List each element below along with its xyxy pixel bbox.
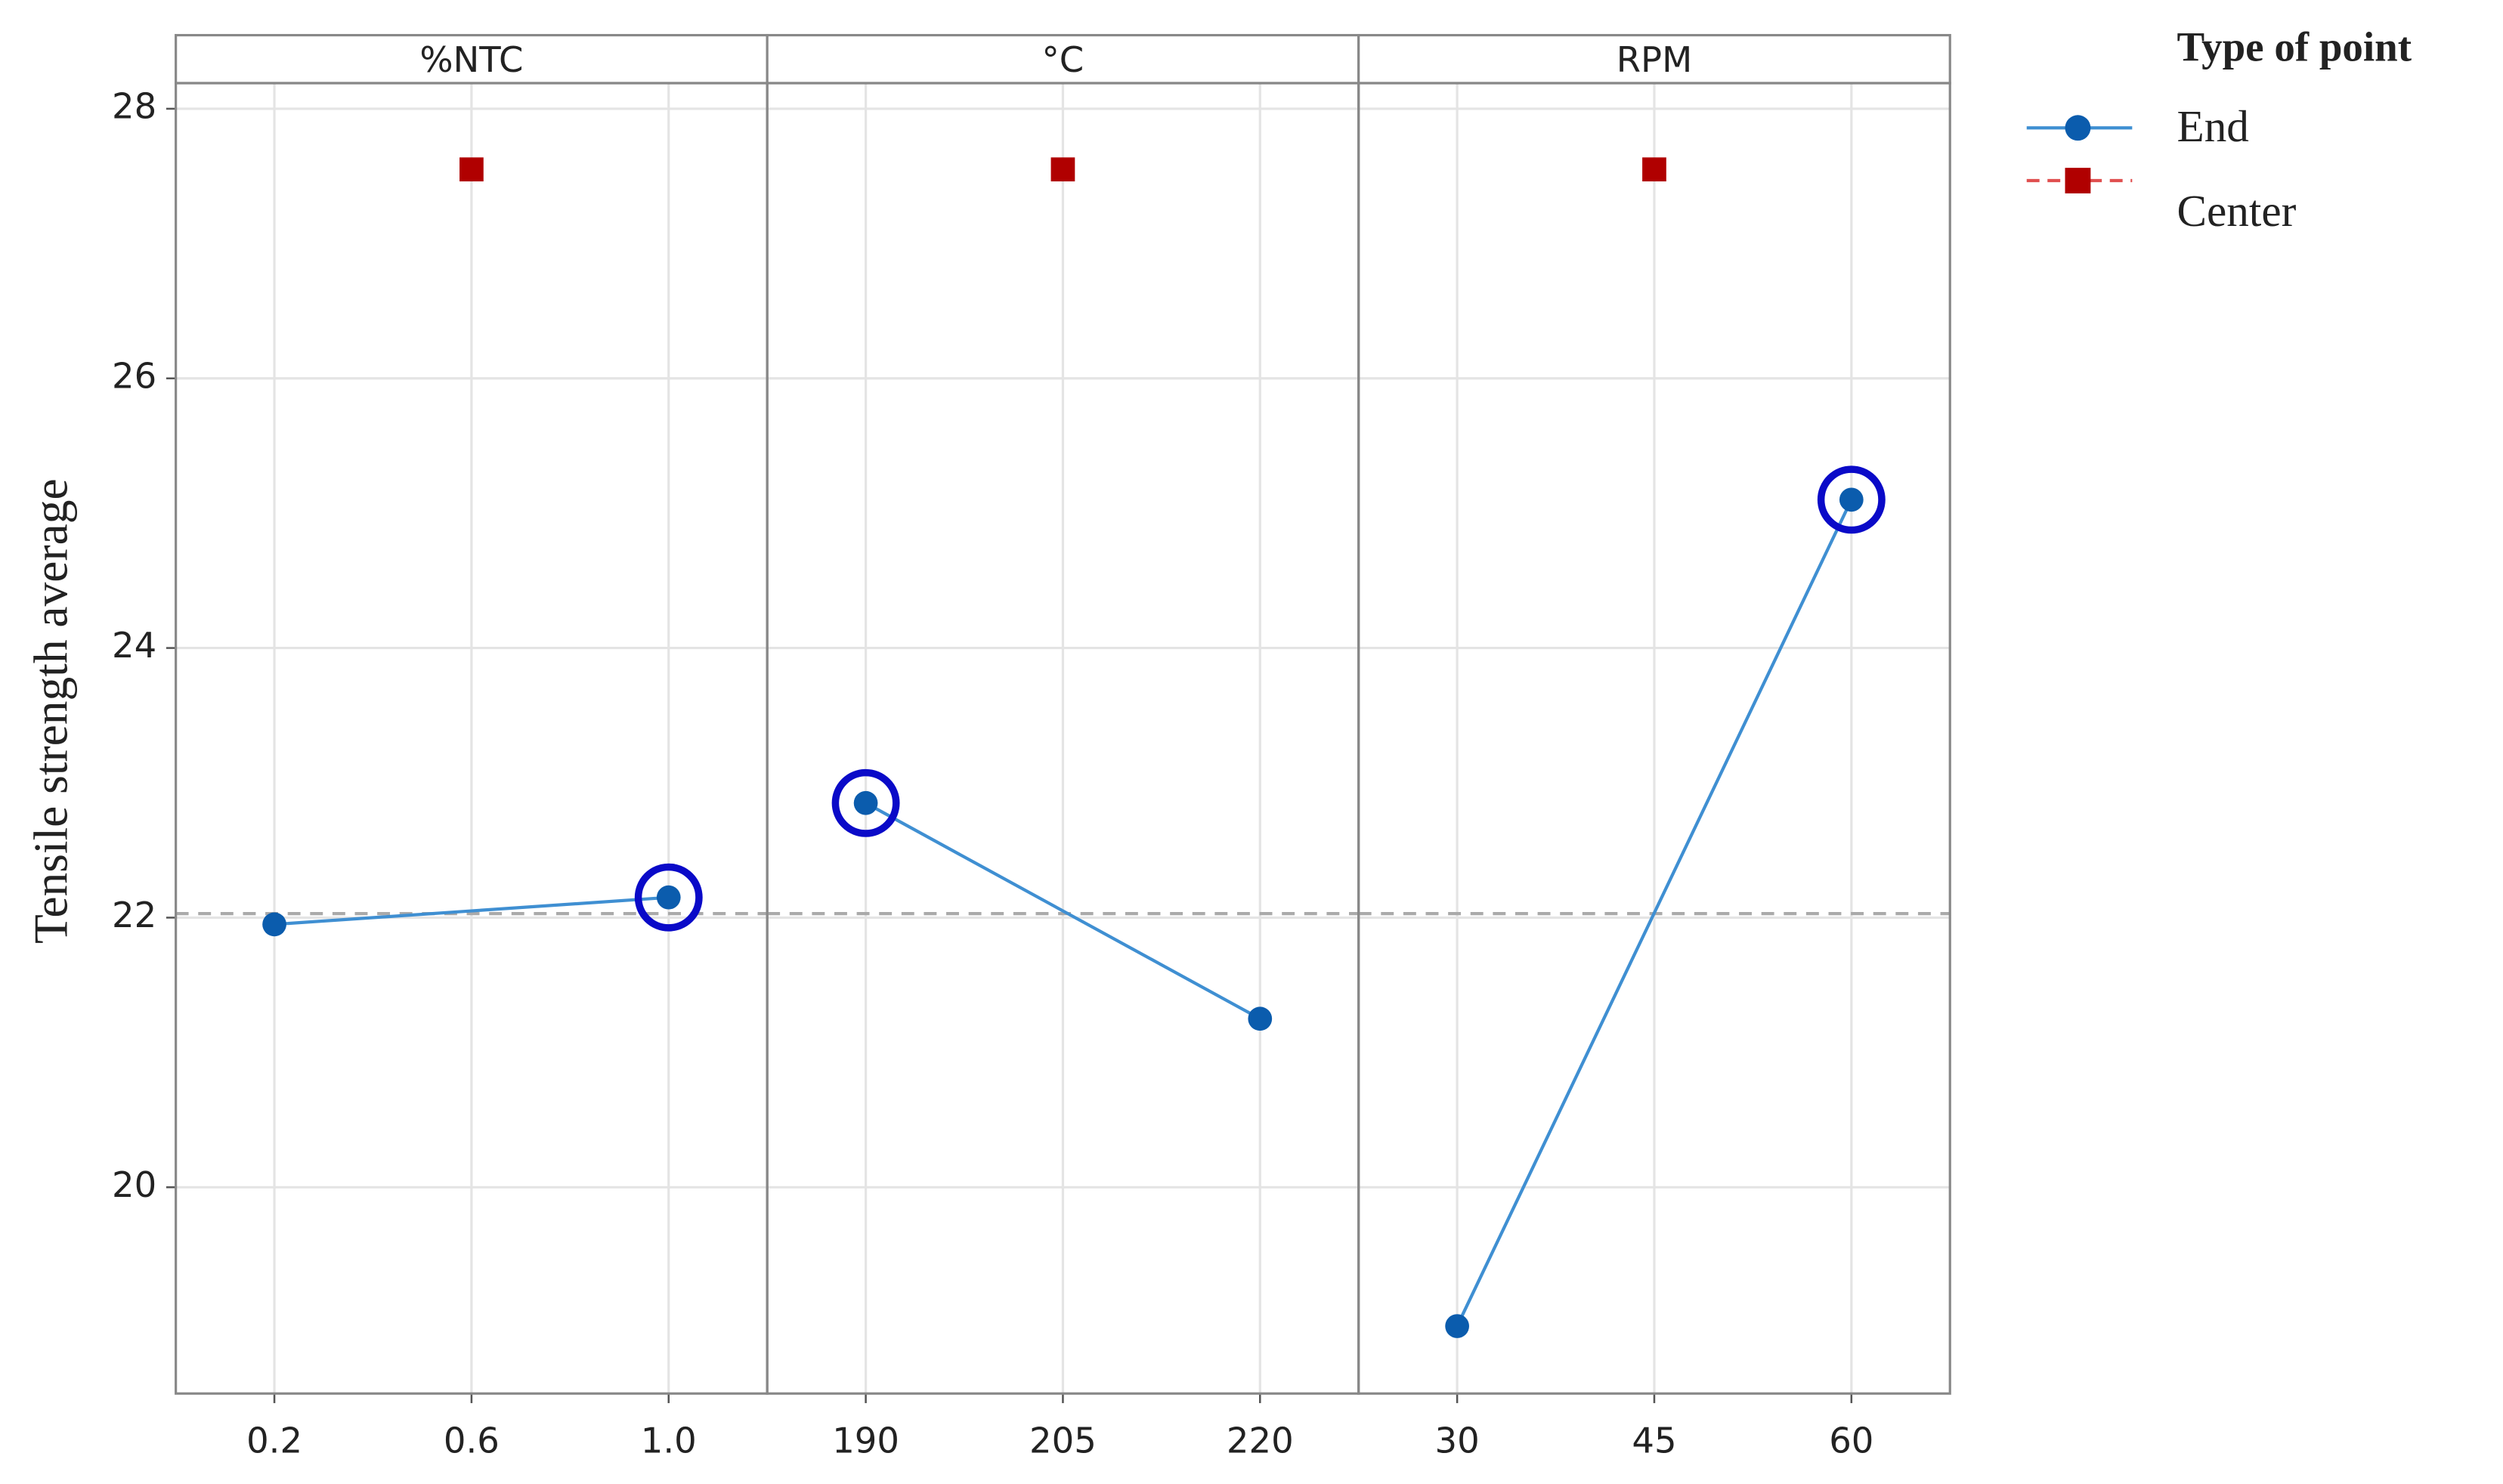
y-tick-label: 20 bbox=[112, 1164, 156, 1205]
x-tick-label: 0.2 bbox=[246, 1420, 302, 1461]
end-point bbox=[656, 885, 681, 910]
x-tick-label: 190 bbox=[832, 1420, 899, 1461]
highlight-ring bbox=[831, 768, 900, 837]
y-tick-label: 26 bbox=[112, 355, 156, 396]
y-axis-label: Tensile strength average bbox=[24, 478, 78, 944]
panel-header bbox=[175, 33, 769, 85]
end-point bbox=[262, 912, 286, 937]
panel-frame bbox=[1357, 82, 1951, 1395]
end-point bbox=[1248, 1006, 1273, 1031]
legend-label: Center bbox=[2177, 186, 2297, 236]
highlight-ring bbox=[1817, 465, 1886, 534]
x-tick-label: 30 bbox=[1435, 1420, 1480, 1461]
legend-marker bbox=[2065, 168, 2091, 193]
legend-marker bbox=[2065, 115, 2091, 141]
panel-header bbox=[766, 33, 1360, 85]
panel-header bbox=[1357, 33, 1951, 85]
center-point bbox=[1050, 157, 1075, 182]
end-point bbox=[1445, 1314, 1469, 1338]
y-tick-label: 24 bbox=[112, 625, 156, 666]
panel-title: °C bbox=[1042, 39, 1084, 80]
end-line bbox=[274, 895, 669, 926]
x-tick-label: 205 bbox=[1029, 1420, 1097, 1461]
x-tick-label: 60 bbox=[1829, 1420, 1873, 1461]
end-point bbox=[1839, 487, 1864, 512]
x-tick-label: 220 bbox=[1227, 1420, 1294, 1461]
y-tick-label: 22 bbox=[112, 895, 156, 935]
end-line bbox=[865, 801, 1261, 1021]
panel-title: RPM bbox=[1617, 39, 1693, 80]
center-point bbox=[1642, 157, 1666, 182]
center-point bbox=[459, 157, 484, 182]
legend-label: End bbox=[2177, 101, 2249, 151]
x-tick-label: 45 bbox=[1632, 1420, 1676, 1461]
panel-title: %NTC bbox=[419, 39, 523, 80]
x-tick-label: 1.0 bbox=[641, 1420, 697, 1461]
legend-title: Type of point bbox=[2177, 23, 2412, 70]
x-tick-label: 0.6 bbox=[444, 1420, 500, 1461]
highlight-ring bbox=[634, 863, 703, 932]
end-point bbox=[853, 790, 878, 815]
end-line bbox=[1456, 499, 1853, 1327]
y-tick-label: 28 bbox=[112, 85, 156, 126]
